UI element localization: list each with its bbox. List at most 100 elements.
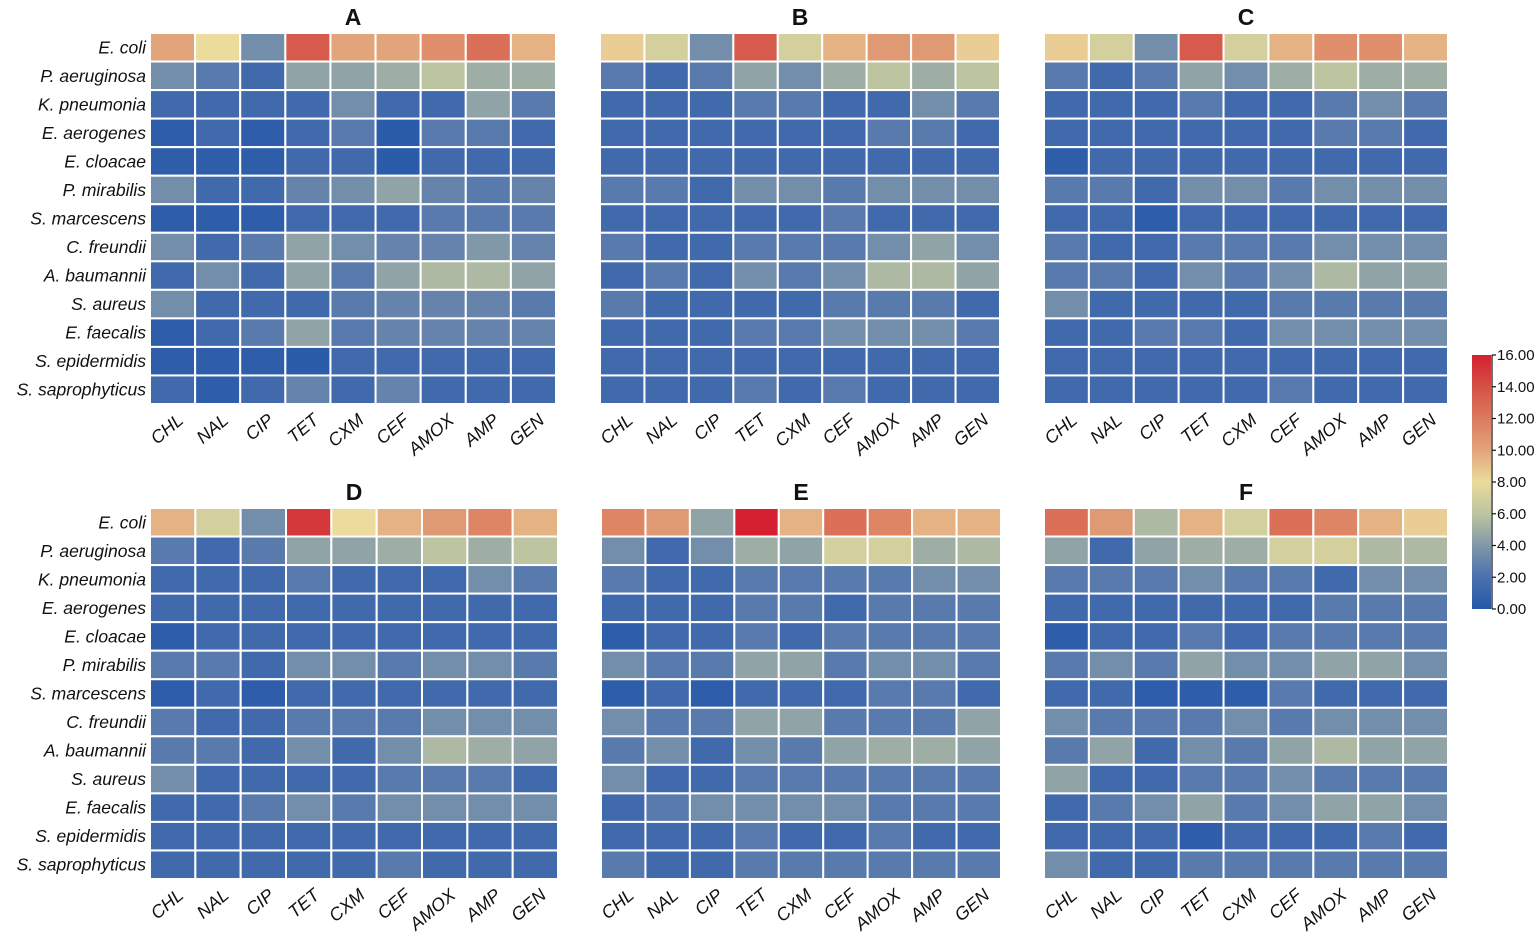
heatmap-cell (1222, 260, 1270, 291)
heatmap-cell (1132, 763, 1180, 795)
heatmap-cell (822, 678, 869, 709)
heatmap-cell (688, 507, 736, 538)
heatmap-cell (1043, 735, 1090, 766)
heatmap-cell (865, 60, 913, 92)
heatmap-cell (1177, 649, 1225, 681)
heatmap-cell (1177, 564, 1225, 595)
heatmap-cell (149, 735, 197, 766)
heatmap-cell (285, 735, 333, 766)
heatmap-cell (419, 260, 467, 291)
heatmap-cell (777, 706, 825, 738)
heatmap-cell (910, 317, 957, 348)
heatmap-cell (1177, 820, 1225, 852)
column-label: TET (1177, 883, 1217, 921)
heatmap-cell (821, 32, 868, 63)
heatmap-cell (776, 374, 824, 406)
heatmap-cell (732, 203, 779, 234)
heatmap-cell (599, 317, 646, 348)
heatmap-cell (822, 507, 869, 538)
heatmap-cell (733, 849, 780, 881)
heatmap-cell (1357, 649, 1405, 681)
column-label: AMP (459, 410, 503, 451)
heatmap-cell (776, 260, 824, 291)
heatmap-cell (954, 374, 1001, 406)
heatmap-cell (194, 678, 242, 709)
heatmap-cell (1177, 849, 1225, 881)
heatmap-cell (910, 89, 957, 120)
heatmap-cell (688, 621, 736, 652)
heatmap-cell (954, 345, 1001, 377)
heatmap-cell (1177, 374, 1225, 406)
heatmap-cell (1267, 621, 1315, 652)
heatmap-cell (1267, 174, 1315, 206)
heatmap-cell (599, 117, 646, 149)
heatmap-cell (1222, 507, 1270, 538)
heatmap-cell (955, 507, 1002, 538)
heatmap-cell (375, 706, 423, 738)
heatmap-cell (599, 203, 646, 234)
heatmap-cell (1357, 735, 1405, 766)
heatmap-cell (733, 564, 780, 595)
heatmap-cell (643, 231, 690, 263)
heatmap-cell (821, 203, 868, 234)
heatmap-cell (375, 564, 423, 595)
heatmap-cell (600, 849, 647, 881)
heatmap-cell (1087, 288, 1135, 320)
heatmap-cell (955, 792, 1002, 823)
heatmap-cell (466, 649, 514, 681)
heatmap-cell (865, 117, 913, 149)
heatmap-cell (599, 89, 646, 120)
heatmap-cell (954, 231, 1001, 263)
heatmap-cell (464, 260, 512, 291)
heatmap-cell (955, 763, 1002, 795)
heatmap-cell (910, 345, 957, 377)
heatmap-cell (643, 32, 690, 63)
heatmap-cell (1312, 374, 1360, 406)
heatmap-cell (1177, 763, 1225, 795)
heatmap-cell (1402, 535, 1449, 567)
heatmap-cell (374, 203, 422, 234)
heatmap-cell (1312, 592, 1360, 624)
heatmap-cell (1043, 849, 1090, 881)
heatmap-cell (149, 792, 197, 823)
heatmap-cell (866, 849, 914, 881)
column-label: CIP (1135, 885, 1171, 920)
heatmap-cell (1132, 174, 1180, 206)
heatmap-cell (1087, 849, 1135, 881)
heatmap-cell (644, 849, 691, 881)
heatmap-cell (1043, 345, 1090, 377)
heatmap-cell (954, 203, 1001, 234)
heatmap-cell (955, 592, 1002, 624)
heatmap-cell (643, 60, 690, 92)
heatmap-cell (600, 564, 647, 595)
heatmap-cell (239, 146, 287, 177)
heatmap-cell (910, 32, 957, 63)
heatmap-cell (1222, 117, 1270, 149)
heatmap-cell (1087, 735, 1135, 766)
heatmap-cell (375, 678, 423, 709)
heatmap-cell (375, 735, 423, 766)
heatmap-cell (822, 820, 869, 852)
heatmap-cell (732, 345, 779, 377)
row-label: S. epidermidis (35, 351, 146, 371)
panel-title: E (793, 479, 808, 505)
heatmap-cell (865, 32, 913, 63)
heatmap-cell (329, 374, 377, 406)
colorbar-tick-label: 4.00 (1497, 538, 1526, 555)
heatmap-cell (599, 288, 646, 320)
heatmap-cell (1402, 345, 1449, 377)
heatmap-cell (419, 60, 467, 92)
heatmap-cell (374, 288, 422, 320)
heatmap-cell (239, 706, 288, 738)
heatmap-cell (1312, 288, 1360, 320)
heatmap-cell (239, 592, 288, 624)
heatmap-cell (644, 706, 691, 738)
heatmap-cell (1267, 231, 1315, 263)
heatmap-cell (1043, 203, 1090, 234)
heatmap-cell (239, 174, 287, 206)
heatmap-cell (910, 174, 957, 206)
heatmap-cell (330, 592, 378, 624)
heatmap-cell (732, 317, 779, 348)
heatmap-cell (777, 592, 825, 624)
